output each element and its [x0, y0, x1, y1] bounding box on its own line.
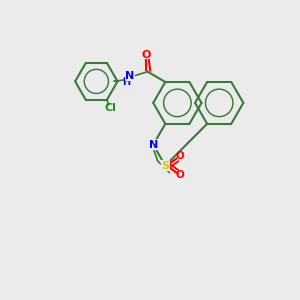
Text: N: N	[148, 140, 158, 150]
Text: Cl: Cl	[104, 103, 116, 113]
Text: O: O	[176, 170, 184, 180]
Text: O: O	[176, 151, 184, 161]
Text: S: S	[161, 160, 169, 171]
Text: H: H	[122, 77, 130, 87]
Text: N: N	[125, 71, 135, 81]
Text: O: O	[142, 50, 151, 60]
